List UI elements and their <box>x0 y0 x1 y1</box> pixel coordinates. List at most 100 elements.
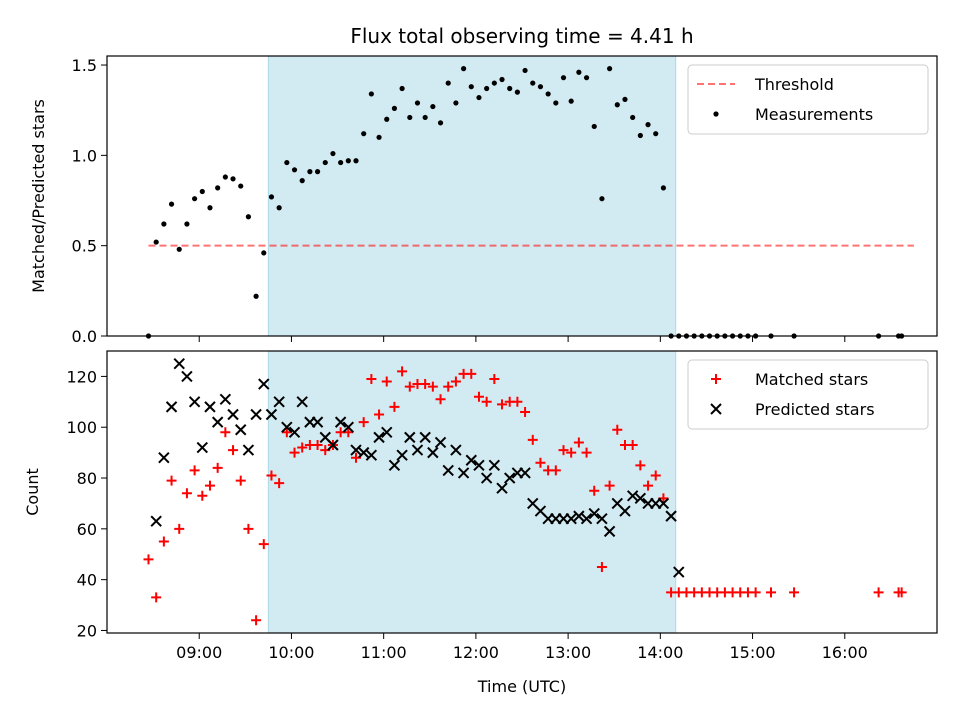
matched-star-point <box>374 409 385 420</box>
matched-star-point <box>243 523 254 534</box>
predicted-star-point <box>235 424 247 436</box>
measurement-point <box>422 114 428 121</box>
measurement-point <box>430 103 436 110</box>
predicted-star-point <box>288 426 301 439</box>
measurement-point <box>153 239 159 245</box>
predicted-star-point <box>442 464 454 477</box>
measurement-point <box>276 205 282 211</box>
measurement-point <box>230 176 236 182</box>
measurement-point <box>537 84 544 90</box>
legend-box <box>687 64 929 135</box>
matched-star-point <box>297 442 308 453</box>
y-tick-label: 0.0 <box>72 327 97 346</box>
predicted-star-point <box>665 510 677 522</box>
matched-star-point <box>251 615 262 626</box>
matched-star-point <box>151 592 162 603</box>
measurement-point <box>376 134 382 140</box>
measurement-point <box>261 250 267 256</box>
measurement-point <box>499 76 505 83</box>
measurement-point <box>199 188 205 195</box>
matched-star-point <box>358 417 369 428</box>
matched-star-point <box>343 427 354 438</box>
matched-star-point <box>220 427 231 438</box>
matched-star-point <box>258 539 269 550</box>
measurement-point <box>184 221 190 227</box>
predicted-star-point <box>626 490 639 502</box>
predicted-star-point <box>457 467 470 479</box>
y-axis-label: Count <box>23 468 42 516</box>
predicted-star-point <box>450 444 462 456</box>
legend-box <box>687 359 929 430</box>
predicted-star-point <box>465 454 477 466</box>
x-tick-label: 09:00 <box>176 643 222 662</box>
measurement-point <box>491 80 497 86</box>
matched-star-point <box>573 437 584 448</box>
measurement-point <box>530 80 536 86</box>
series-matched-stars <box>143 366 907 626</box>
predicted-star-point <box>488 459 501 472</box>
predicted-star-point <box>181 370 193 383</box>
observing-window-shade <box>268 56 676 336</box>
measurement-point <box>338 159 344 166</box>
x-axis-label: Time (UTC) <box>477 677 566 696</box>
measurement-point <box>660 185 667 191</box>
predicted-star-point <box>519 467 531 479</box>
measurement-point <box>222 174 228 180</box>
predicted-star-point <box>311 416 324 428</box>
x-tick-label: 16:00 <box>822 643 868 662</box>
measurement-point <box>215 185 221 191</box>
measurement-point <box>161 221 167 227</box>
predicted-star-point <box>250 408 262 421</box>
matched-star-point <box>558 445 569 456</box>
predicted-star-point <box>580 512 593 525</box>
matched-star-point <box>789 587 800 598</box>
predicted-star-point <box>388 459 401 472</box>
measurement-point <box>284 159 290 166</box>
predicted-star-point <box>603 525 616 538</box>
y-tick-label: 40 <box>77 571 97 590</box>
measurement-point <box>299 178 305 184</box>
matched-star-point <box>527 434 538 445</box>
matched-star-point <box>489 373 500 384</box>
matched-star-point <box>212 462 223 473</box>
matched-star-point <box>896 587 907 598</box>
measurement-point <box>468 84 474 90</box>
matched-star-point <box>589 485 600 496</box>
legend-measurement-swatch <box>713 111 719 117</box>
predicted-star-point <box>673 566 685 578</box>
predicted-star-point <box>211 416 224 428</box>
predicted-star-point <box>434 436 447 449</box>
predicted-star-point <box>496 482 508 494</box>
predicted-star-point <box>588 507 600 520</box>
x-tick-label: 11:00 <box>361 643 407 662</box>
predicted-star-point <box>342 421 355 433</box>
measurement-point <box>253 293 259 299</box>
predicted-star-point <box>373 431 385 444</box>
predicted-star-point <box>596 512 608 525</box>
matched-star-point <box>566 447 577 458</box>
measurement-point <box>545 91 551 97</box>
measurement-point <box>353 158 359 164</box>
predicted-star-point <box>165 401 178 413</box>
y-tick-label: 60 <box>77 520 97 539</box>
measurement-point <box>614 102 620 108</box>
legend: Threshold Measurements <box>687 64 929 135</box>
matched-star-point <box>643 480 654 491</box>
measurement-point <box>453 100 459 106</box>
matched-star-point <box>427 381 438 392</box>
matched-star-point <box>873 587 884 598</box>
y-tick-label: 120 <box>66 367 97 386</box>
legend-predicted-swatch <box>710 403 722 415</box>
x-tick-label: 10:00 <box>268 643 314 662</box>
matched-star-point <box>158 536 169 547</box>
y-tick-label: 80 <box>77 469 97 488</box>
matched-star-point <box>281 427 292 438</box>
matched-star-point <box>204 480 215 491</box>
y-axis-label: Matched/Predicted stars <box>29 99 48 293</box>
matched-star-point <box>627 440 638 450</box>
legend-label: Matched stars <box>755 370 868 389</box>
measurement-point <box>599 196 605 202</box>
matched-star-point <box>766 587 776 598</box>
measurement-point <box>553 100 559 106</box>
measurement-point <box>176 246 182 252</box>
